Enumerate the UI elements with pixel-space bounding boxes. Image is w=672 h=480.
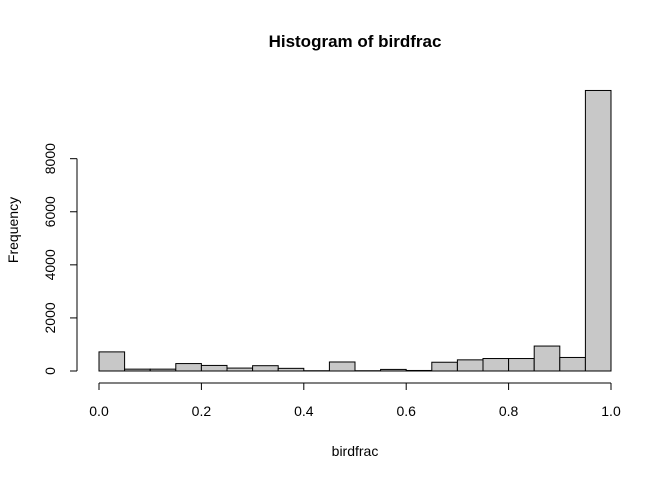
- y-axis: 0 2000 4000 6000 8000: [42, 143, 78, 375]
- histogram-bar: [456, 359, 484, 372]
- histogram-bar: [482, 358, 510, 372]
- x-tick-label: 0.6: [396, 403, 416, 419]
- y-axis-label: Frequency: [5, 197, 21, 263]
- bars-group: [98, 89, 612, 372]
- y-tick-label: 4000: [42, 249, 58, 280]
- x-tick-label: 0.8: [499, 403, 519, 419]
- x-axis-label: birdfrac: [332, 443, 379, 459]
- histogram-bar: [149, 368, 177, 372]
- histogram-bar: [405, 369, 433, 372]
- histogram-bar: [175, 363, 202, 372]
- histogram-bar: [508, 358, 535, 372]
- histogram-bar: [533, 345, 561, 372]
- y-tick-label: 8000: [42, 143, 58, 174]
- histogram-bar: [252, 365, 279, 372]
- y-tick-label: 6000: [42, 196, 58, 227]
- histogram-bar: [328, 361, 356, 372]
- x-tick-label: 0.0: [89, 403, 109, 419]
- x-tick-label: 0.4: [294, 403, 314, 419]
- x-axis: 0.0 0.2 0.4 0.6 0.8 1.0: [89, 382, 621, 419]
- histogram-bar: [277, 367, 305, 372]
- histogram-bar: [200, 364, 228, 372]
- y-tick-label: 0: [42, 367, 58, 375]
- histogram-bar: [98, 351, 126, 372]
- x-tick-label: 1.0: [601, 403, 621, 419]
- y-tick-label: 2000: [42, 302, 58, 333]
- histogram-bar: [559, 356, 586, 372]
- histogram-bar: [584, 89, 612, 372]
- histogram-bar: [124, 368, 151, 372]
- chart-title: Histogram of birdfrac: [269, 32, 442, 51]
- x-tick-label: 0.2: [192, 403, 212, 419]
- histogram-bar: [431, 361, 458, 372]
- histogram-bar: [380, 368, 407, 372]
- histogram-bar: [226, 367, 254, 372]
